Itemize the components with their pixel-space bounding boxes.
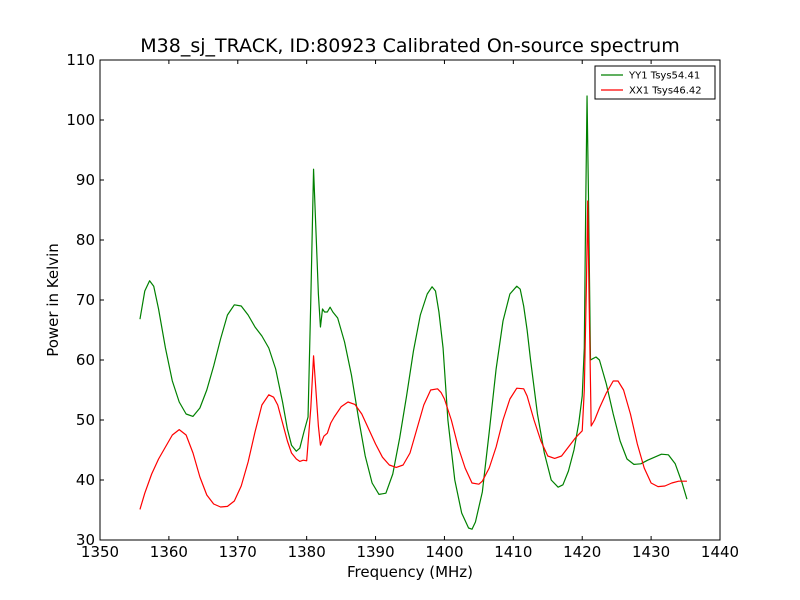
x-tick-label: 1390 [356,543,394,561]
y-tick-label: 30 [76,531,95,549]
x-tick-label: 1360 [150,543,188,561]
x-tick-label: 1350 [81,543,119,561]
x-tick-label: 1430 [632,543,670,561]
x-tick-label: 1410 [494,543,532,561]
y-tick-label: 40 [76,471,95,489]
y-axis: 30 40 50 60 70 80 90 100 110 [66,51,720,549]
y-tick-label: 110 [66,51,95,69]
x-tick-label: 1370 [219,543,257,561]
y-tick-label: 90 [76,171,95,189]
plot-frame [99,59,721,541]
legend-label-xx1: XX1 Tsys46.42 [629,86,702,97]
y-tick-label: 60 [76,351,95,369]
x-axis-label: Frequency (MHz) [347,563,473,581]
x-tick-label: 1440 [701,543,739,561]
y-axis-label: Power in Kelvin [44,243,62,357]
plot-lines [139,95,688,530]
legend-label-yy1: YY1 Tsys54.41 [628,71,700,82]
legend: YY1 Tsys54.41 XX1 Tsys46.42 [594,65,716,100]
x-tick-label: 1420 [563,543,601,561]
series-line-xx1 [139,200,687,510]
x-axis: 1350 1360 1370 1380 1390 1400 1410 1420 1430 1440 [81,60,739,561]
x-tick-label: 1400 [425,543,463,561]
y-tick-label: 50 [76,411,95,429]
chart-title: M38_sj_TRACK, ID:80923 Calibrated On-sou… [140,35,680,57]
legend-box [594,65,716,100]
y-tick-label: 100 [66,111,95,129]
x-tick-label: 1380 [288,543,326,561]
series-line-yy1 [139,95,688,530]
y-tick-label: 80 [76,231,95,249]
y-tick-label: 70 [76,291,95,309]
